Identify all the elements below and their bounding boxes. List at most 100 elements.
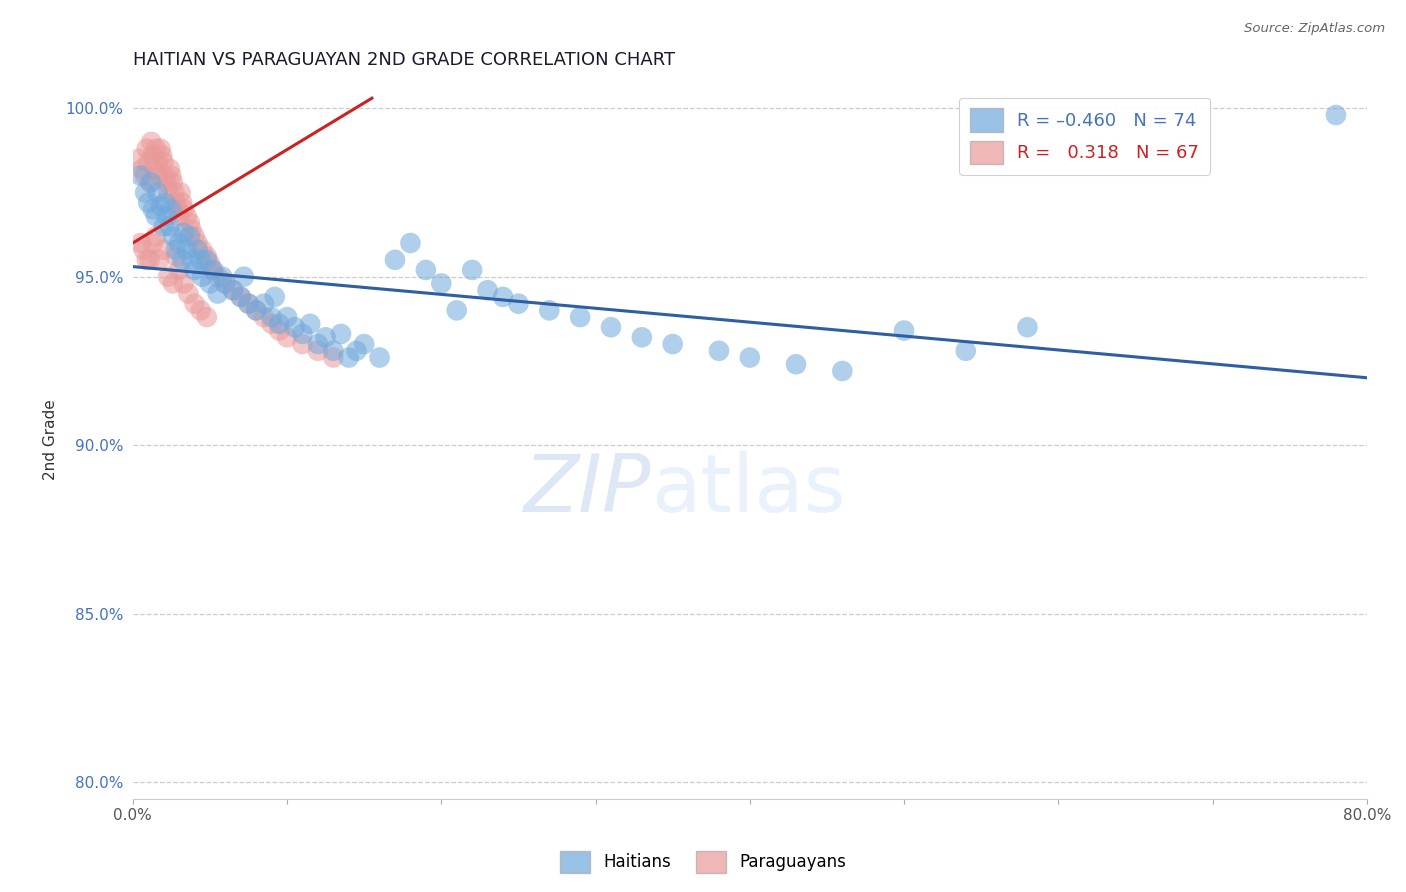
Point <box>141 135 163 149</box>
Y-axis label: 2nd Grade: 2nd Grade <box>44 400 58 481</box>
Point <box>129 235 152 250</box>
Point <box>269 317 291 331</box>
Point <box>446 303 468 318</box>
Point <box>276 330 298 344</box>
Point <box>238 296 260 310</box>
Point <box>955 343 977 358</box>
Point <box>229 290 252 304</box>
Point <box>160 169 183 183</box>
Point <box>538 303 561 318</box>
Point <box>162 277 184 291</box>
Point <box>149 142 172 156</box>
Point <box>179 216 201 230</box>
Text: atlas: atlas <box>651 451 845 529</box>
Point <box>198 277 221 291</box>
Point <box>173 277 195 291</box>
Point <box>384 252 406 267</box>
Point <box>169 186 191 200</box>
Point <box>141 175 163 189</box>
Point <box>183 296 205 310</box>
Point <box>785 357 807 371</box>
Point <box>160 202 183 217</box>
Point <box>201 263 224 277</box>
Point <box>307 343 329 358</box>
Text: Source: ZipAtlas.com: Source: ZipAtlas.com <box>1244 22 1385 36</box>
Point <box>207 286 229 301</box>
Point <box>153 195 176 210</box>
Point <box>569 310 592 325</box>
Point <box>492 290 515 304</box>
Point <box>330 326 353 341</box>
Point <box>143 161 166 176</box>
Point <box>142 148 165 162</box>
Point <box>291 326 314 341</box>
Point <box>263 290 285 304</box>
Point <box>176 209 198 223</box>
Point <box>173 226 195 240</box>
Point <box>172 252 194 267</box>
Point <box>165 195 187 210</box>
Point <box>157 186 180 200</box>
Point <box>399 235 422 250</box>
Point <box>707 343 730 358</box>
Point <box>195 250 218 264</box>
Point <box>156 209 179 223</box>
Point <box>180 222 202 236</box>
Point <box>176 243 198 257</box>
Point <box>162 175 184 189</box>
Point <box>152 155 174 169</box>
Point <box>430 277 453 291</box>
Point <box>238 296 260 310</box>
Point <box>322 351 344 365</box>
Point <box>159 161 181 176</box>
Point <box>152 243 174 257</box>
Point <box>134 169 156 183</box>
Point <box>136 155 159 169</box>
Point <box>211 269 233 284</box>
Point <box>167 209 190 223</box>
Point <box>146 155 169 169</box>
Point <box>163 186 186 200</box>
Point <box>187 235 209 250</box>
Point <box>152 219 174 234</box>
Point <box>368 351 391 365</box>
Point <box>346 343 368 358</box>
Point <box>139 175 162 189</box>
Point <box>207 269 229 284</box>
Point <box>198 256 221 270</box>
Point <box>166 202 188 217</box>
Point <box>145 142 167 156</box>
Point <box>260 317 283 331</box>
Point <box>229 290 252 304</box>
Point <box>508 296 530 310</box>
Point <box>415 263 437 277</box>
Point <box>191 269 214 284</box>
Point <box>232 269 254 284</box>
Point <box>461 263 484 277</box>
Point <box>128 152 150 166</box>
Point <box>477 283 499 297</box>
Point <box>260 310 283 325</box>
Point <box>148 252 170 267</box>
Point <box>214 277 236 291</box>
Point <box>337 351 360 365</box>
Point <box>299 317 322 331</box>
Point <box>1324 108 1347 122</box>
Point <box>167 263 190 277</box>
Point <box>253 310 276 325</box>
Point <box>153 169 176 183</box>
Point <box>173 202 195 217</box>
Point <box>139 252 162 267</box>
Text: ZIP: ZIP <box>523 451 651 529</box>
Point <box>183 229 205 244</box>
Point <box>145 229 167 244</box>
Point <box>276 310 298 325</box>
Point <box>131 161 153 176</box>
Point <box>245 303 267 318</box>
Point <box>183 263 205 277</box>
Point <box>159 219 181 234</box>
Point <box>136 195 159 210</box>
Text: HAITIAN VS PARAGUAYAN 2ND GRADE CORRELATION CHART: HAITIAN VS PARAGUAYAN 2ND GRADE CORRELAT… <box>132 51 675 69</box>
Legend: Haitians, Paraguayans: Haitians, Paraguayans <box>553 845 853 880</box>
Point <box>129 169 152 183</box>
